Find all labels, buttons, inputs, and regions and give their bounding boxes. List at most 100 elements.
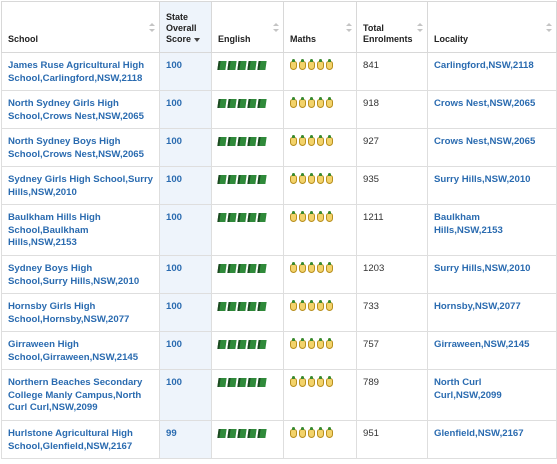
english-rating-cell: [211, 293, 284, 332]
pineapple-icon: [299, 97, 306, 108]
pineapple-icon: [290, 376, 297, 387]
school-name-link[interactable]: Sydney Girls High School,Surry Hills,NSW…: [8, 174, 154, 198]
table-row: Hurlstone Agricultural High School,Glenf…: [1, 420, 557, 459]
school-name-link[interactable]: Hurlstone Agricultural High School,Glenf…: [8, 428, 133, 452]
pineapple-icon: [326, 173, 333, 184]
header-locality-label: Locality: [434, 34, 469, 44]
book-icon: [257, 175, 267, 184]
state-score-link[interactable]: 100: [166, 174, 183, 185]
book-icon: [247, 264, 257, 273]
state-score-link[interactable]: 100: [166, 98, 183, 109]
locality-link[interactable]: Girraween,NSW,2145: [434, 339, 530, 350]
header-maths-label: Maths: [290, 34, 317, 44]
state-score-link[interactable]: 100: [166, 263, 183, 274]
state-score-link[interactable]: 100: [166, 377, 183, 388]
book-icon: [247, 99, 257, 108]
state-score-cell: 100: [159, 166, 212, 205]
english-rating: [217, 339, 277, 349]
pineapple-icon: [308, 211, 315, 222]
sort-icon[interactable]: [149, 23, 155, 33]
table-row: Girraween High School,Girraween,NSW,2145…: [1, 331, 557, 370]
pineapple-icon: [299, 135, 306, 146]
state-score-link[interactable]: 100: [166, 339, 183, 350]
maths-rating-cell: [283, 128, 357, 167]
book-icon: [237, 137, 247, 146]
header-score-label: State Overall Score: [166, 12, 197, 44]
pineapple-icon: [299, 211, 306, 222]
school-name-link[interactable]: Sydney Boys High School,Surry Hills,NSW,…: [8, 263, 140, 287]
header-school-label: School: [8, 34, 39, 44]
english-rating: [217, 301, 277, 311]
book-icon: [217, 175, 227, 184]
pineapple-icon: [308, 59, 315, 70]
header-enrolments[interactable]: Total Enrolments: [356, 1, 428, 53]
state-score-cell: 100: [159, 52, 212, 91]
enrolments-cell: 1203: [356, 255, 428, 294]
locality-link[interactable]: Hornsby,NSW,2077: [434, 301, 521, 312]
pineapple-icon: [308, 262, 315, 273]
locality-link[interactable]: Carlingford,NSW,2118: [434, 60, 534, 71]
state-score-link[interactable]: 99: [166, 428, 177, 439]
maths-rating: [290, 376, 350, 387]
school-name-link[interactable]: Baulkham Hills High School,Baulkham Hill…: [8, 212, 101, 249]
english-rating-cell: [211, 255, 284, 294]
pineapple-icon: [290, 59, 297, 70]
sort-icon[interactable]: [417, 23, 423, 33]
school-name-link[interactable]: Girraween High School,Girraween,NSW,2145: [8, 339, 139, 363]
enrolments-cell: 757: [356, 331, 428, 370]
maths-rating-cell: [283, 331, 357, 370]
pineapple-icon: [290, 338, 297, 349]
locality-link[interactable]: Surry Hills,NSW,2010: [434, 263, 531, 274]
book-icon: [237, 61, 247, 70]
state-score-link[interactable]: 100: [166, 136, 183, 147]
pineapple-icon: [299, 376, 306, 387]
sort-icon[interactable]: [346, 23, 352, 33]
header-score[interactable]: State Overall Score: [159, 1, 212, 53]
pineapple-icon: [317, 427, 324, 438]
book-icon: [227, 378, 237, 387]
state-score-link[interactable]: 100: [166, 60, 183, 71]
locality-link[interactable]: Crows Nest,NSW,2065: [434, 98, 536, 109]
english-rating: [217, 98, 277, 108]
locality-link[interactable]: Crows Nest,NSW,2065: [434, 136, 536, 147]
school-name-link[interactable]: Northern Beaches Secondary College Manly…: [8, 377, 143, 414]
pineapple-icon: [326, 135, 333, 146]
locality-link[interactable]: North Curl Curl,NSW,2099: [434, 377, 502, 401]
pineapple-icon: [326, 97, 333, 108]
book-icon: [227, 137, 237, 146]
enrolments-cell: 951: [356, 420, 428, 459]
header-english[interactable]: English: [211, 1, 284, 53]
pineapple-icon: [326, 59, 333, 70]
school-name-link[interactable]: James Ruse Agricultural High School,Carl…: [8, 60, 145, 84]
maths-rating-cell: [283, 255, 357, 294]
book-icon: [237, 378, 247, 387]
header-locality[interactable]: Locality: [427, 1, 557, 53]
table-row: North Sydney Boys High School,Crows Nest…: [1, 128, 557, 167]
header-school[interactable]: School: [1, 1, 160, 53]
pineapple-icon: [317, 135, 324, 146]
sort-icon[interactable]: [273, 23, 279, 33]
locality-link[interactable]: Baulkham Hills,NSW,2153: [434, 212, 503, 236]
school-name-link[interactable]: North Sydney Girls High School,Crows Nes…: [8, 98, 144, 122]
header-maths[interactable]: Maths: [283, 1, 357, 53]
sort-icon[interactable]: [546, 23, 552, 33]
school-name-link[interactable]: North Sydney Boys High School,Crows Nest…: [8, 136, 144, 160]
locality-link[interactable]: Glenfield,NSW,2167: [434, 428, 524, 439]
state-score-cell: 99: [159, 420, 212, 459]
state-score-link[interactable]: 100: [166, 301, 183, 312]
locality-link[interactable]: Surry Hills,NSW,2010: [434, 174, 531, 185]
table-row: Northern Beaches Secondary College Manly…: [1, 369, 557, 421]
state-score-link[interactable]: 100: [166, 212, 183, 223]
sort-descending-icon[interactable]: [194, 37, 201, 42]
book-icon: [237, 99, 247, 108]
maths-rating-cell: [283, 369, 357, 421]
book-icon: [257, 213, 267, 222]
school-name-link[interactable]: Hornsby Girls High School,Hornsby,NSW,20…: [8, 301, 130, 325]
table-row: Baulkham Hills High School,Baulkham Hill…: [1, 204, 557, 256]
book-icon: [247, 302, 257, 311]
locality-cell: North Curl Curl,NSW,2099: [427, 369, 557, 421]
pineapple-icon: [290, 135, 297, 146]
book-icon: [247, 429, 257, 438]
english-rating: [217, 377, 277, 387]
pineapple-icon: [308, 97, 315, 108]
